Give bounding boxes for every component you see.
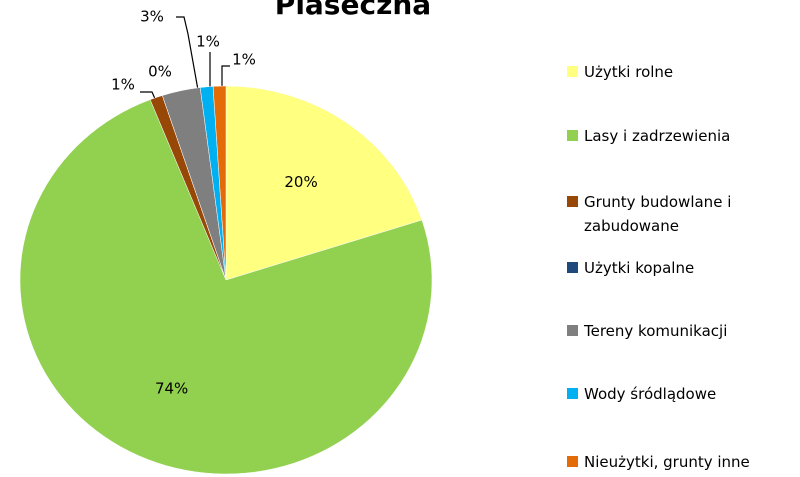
pie-slice [19, 99, 433, 475]
legend-swatch [567, 325, 578, 336]
data-label: 74% [155, 379, 188, 397]
data-label: 20% [284, 173, 317, 191]
legend-item: Wody śródlądowe [567, 382, 782, 406]
legend-label: Użytki kopalne [584, 259, 695, 277]
data-label: 1% [111, 76, 135, 94]
legend-label: Nieużytki, grunty inne [584, 453, 750, 471]
legend-swatch [567, 130, 578, 141]
legend-label: Lasy i zadrzewienia [584, 127, 731, 145]
legend-swatch [567, 388, 578, 399]
data-label: 0% [148, 63, 172, 81]
legend-label: Wody śródlądowe [584, 385, 717, 403]
legend-label: Tereny komunikacji [584, 322, 728, 340]
data-label: 3% [140, 8, 164, 26]
chart-title: Piaseczna [275, 0, 431, 21]
legend-swatch [567, 196, 578, 207]
legend-item: Tereny komunikacji [567, 319, 782, 343]
legend-swatch [567, 456, 578, 467]
legend-swatch [567, 262, 578, 273]
legend-item: Nieużytki, grunty inne [567, 450, 782, 474]
leader-line [221, 65, 230, 88]
legend-swatch [567, 66, 578, 77]
data-label: 1% [232, 51, 256, 69]
leader-line [176, 16, 199, 91]
legend-item: Użytki kopalne [567, 256, 782, 280]
data-label: 1% [196, 33, 220, 51]
pie-slice [225, 85, 423, 281]
pie-slice [212, 85, 227, 281]
legend-item: Użytki rolne [567, 60, 782, 84]
legend-label: Grunty budowlane i zabudowane [584, 193, 732, 235]
legend-label: Użytki rolne [584, 63, 674, 81]
legend-item: Lasy i zadrzewienia [567, 124, 782, 148]
legend-item: Grunty budowlane i zabudowane [567, 190, 782, 238]
